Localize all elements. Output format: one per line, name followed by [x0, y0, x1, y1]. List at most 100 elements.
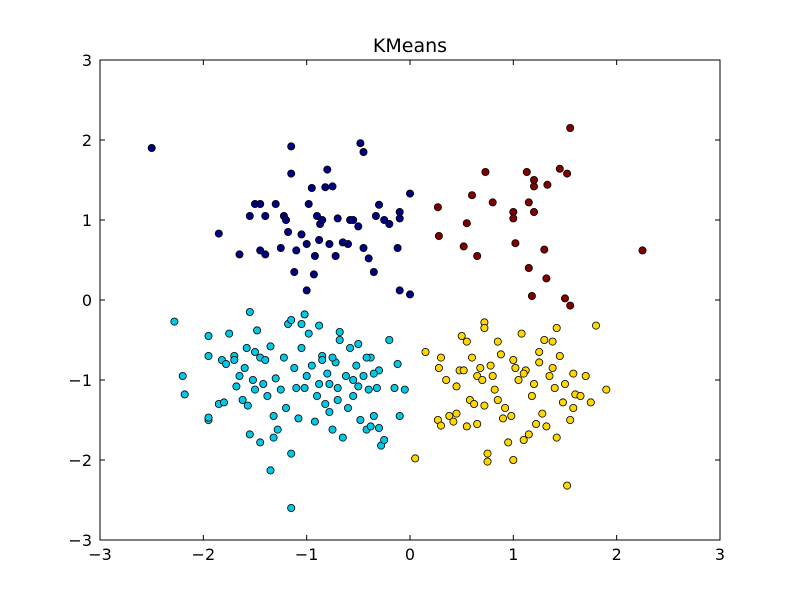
- scatter-point-cluster-3-12: [457, 331, 466, 340]
- scatter-point-cluster-3-30: [493, 395, 502, 404]
- scatter-point-cluster-2-71: [372, 383, 381, 392]
- scatter-point-cluster-0-44: [371, 211, 380, 220]
- scatter-point-cluster-2-89: [325, 379, 334, 388]
- scatter-point-cluster-3-54: [552, 433, 561, 442]
- scatter-point-cluster-0-50: [395, 214, 404, 223]
- scatter-point-cluster-0-43: [369, 267, 378, 276]
- scatter-point-cluster-3-34: [504, 438, 513, 447]
- scatter-point-cluster-1-22: [561, 294, 570, 303]
- scatter-point-cluster-2-41: [294, 414, 303, 423]
- x-tick-label: 0: [405, 545, 415, 564]
- scatter-point-cluster-2-11: [225, 329, 234, 338]
- y-tick-label: 1: [82, 211, 92, 230]
- scatter-point-cluster-3-14: [462, 337, 471, 346]
- scatter-point-cluster-3-52: [548, 363, 557, 372]
- scatter-point-cluster-1-5: [473, 251, 482, 260]
- scatter-point-cluster-0-21: [307, 183, 316, 192]
- scatter-point-cluster-1-0: [433, 203, 442, 212]
- scatter-point-cluster-2-76: [390, 383, 399, 392]
- scatter-point-cluster-2-86: [300, 310, 309, 319]
- scatter-point-cluster-1-21: [555, 164, 564, 173]
- scatter-point-cluster-2-44: [302, 371, 311, 380]
- scatter-point-cluster-1-2: [459, 242, 468, 251]
- scatter-point-cluster-3-4: [436, 421, 445, 430]
- scatter-point-cluster-1-6: [481, 167, 490, 176]
- scatter-point-cluster-2-75: [385, 335, 394, 344]
- scatter-point-cluster-3-20: [476, 363, 485, 372]
- scatter-point-cluster-1-23: [563, 169, 572, 178]
- scatter-point-cluster-3-25: [483, 449, 492, 458]
- scatter-point-cluster-0-30: [325, 239, 334, 248]
- x-tick-label: −2: [192, 545, 216, 564]
- scatter-point-cluster-2-9: [219, 398, 228, 407]
- scatter-point-cluster-2-93: [349, 375, 358, 384]
- scatter-point-cluster-2-57: [335, 335, 344, 344]
- scatter-point-cluster-2-39: [290, 363, 299, 372]
- scatter-point-cluster-0-51: [395, 286, 404, 295]
- scatter-point-cluster-3-38: [511, 363, 520, 372]
- scatter-point-cluster-3-21: [478, 375, 487, 384]
- scatter-point-cluster-1-20: [543, 180, 552, 189]
- scatter-point-cluster-2-22: [248, 375, 257, 384]
- scatter-point-cluster-2-61: [346, 343, 355, 352]
- scatter-point-cluster-3-58: [563, 481, 572, 490]
- scatter-point-cluster-2-63: [352, 361, 361, 370]
- scatter-point-cluster-0-28: [321, 183, 330, 192]
- scatter-point-cluster-0-10: [276, 243, 285, 252]
- scatter-point-cluster-2-16: [238, 395, 247, 404]
- scatter-point-cluster-1-4: [467, 191, 476, 200]
- scatter-point-cluster-2-51: [321, 399, 330, 408]
- scatter-point-cluster-3-24: [480, 401, 489, 410]
- scatter-point-cluster-0-25: [315, 235, 324, 244]
- points-layer: [147, 124, 647, 512]
- scatter-point-cluster-2-36: [281, 403, 290, 412]
- x-tick-label: −3: [88, 545, 112, 564]
- scatter-point-cluster-3-69: [535, 347, 544, 356]
- scatter-point-cluster-2-54: [328, 425, 337, 434]
- scatter-point-cluster-1-10: [511, 239, 520, 248]
- scatter-point-cluster-3-59: [566, 415, 575, 424]
- scatter-point-cluster-3-46: [532, 419, 541, 428]
- scatter-point-cluster-2-1: [178, 371, 187, 380]
- scatter-point-cluster-2-80: [266, 466, 275, 475]
- scatter-point-cluster-3-53: [550, 383, 559, 392]
- scatter-point-cluster-2-2: [180, 390, 189, 399]
- scatter-point-cluster-0-33: [333, 214, 342, 223]
- scatter-point-cluster-0-27: [318, 215, 327, 224]
- scatter-point-cluster-3-5: [436, 353, 445, 362]
- scatter-point-cluster-0-18: [297, 230, 306, 239]
- scatter-point-cluster-3-27: [486, 361, 495, 370]
- scatter-point-cluster-3-55: [555, 351, 564, 360]
- scatter-point-cluster-2-84: [269, 433, 278, 442]
- scatter-point-cluster-2-62: [349, 391, 358, 400]
- scatter-point-cluster-2-92: [335, 327, 344, 336]
- scatter-point-cluster-3-40: [517, 329, 526, 338]
- scatter-point-cluster-3-50: [542, 422, 551, 431]
- scatter-point-cluster-3-68: [552, 323, 561, 332]
- scatter-point-cluster-2-87: [315, 321, 324, 330]
- scatter-point-cluster-2-96: [366, 422, 375, 431]
- scatter-point-cluster-1-25: [566, 301, 575, 310]
- x-tick-label: 2: [612, 545, 622, 564]
- scatter-point-cluster-2-65: [356, 415, 365, 424]
- scatter-point-cluster-0-38: [354, 222, 363, 231]
- scatter-point-cluster-1-19: [542, 274, 551, 283]
- scatter-point-cluster-1-24: [566, 124, 575, 133]
- scatter-point-cluster-0-15: [287, 169, 296, 178]
- scatter-point-cluster-2-19: [243, 401, 252, 410]
- scatter-point-cluster-0-9: [271, 199, 280, 208]
- scatter-point-cluster-2-18: [242, 343, 251, 352]
- scatter-point-cluster-3-37: [509, 455, 518, 464]
- scatter-point-cluster-2-40: [292, 383, 301, 392]
- scatter-point-cluster-0-35: [343, 239, 352, 248]
- scatter-point-cluster-0-16: [290, 267, 299, 276]
- scatter-point-cluster-1-11: [522, 167, 531, 176]
- scatter-point-cluster-3-67: [548, 337, 557, 346]
- scatter-point-cluster-3-31: [496, 350, 505, 359]
- scatter-point-cluster-3-65: [592, 321, 601, 330]
- y-tick-label: −3: [68, 531, 92, 550]
- scatter-point-cluster-3-8: [449, 417, 458, 426]
- scatter-point-cluster-3-17: [467, 353, 476, 362]
- scatter-point-cluster-3-28: [488, 371, 497, 380]
- scatter-point-cluster-0-52: [405, 189, 414, 198]
